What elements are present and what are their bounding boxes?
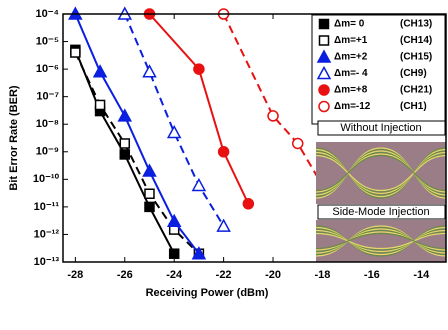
data-point [293, 138, 303, 148]
x-tick-label: -22 [216, 269, 232, 281]
data-point [120, 139, 129, 148]
legend-channel: (CH21) [400, 85, 432, 96]
series-line [125, 14, 224, 226]
y-tick-label: 10⁻⁹ [36, 146, 59, 158]
data-point [170, 249, 179, 258]
annotation: Side-Mode Injection [332, 206, 429, 218]
x-tick-label: -18 [314, 269, 330, 281]
data-point [168, 127, 180, 138]
y-axis-label: Bit Error Rate (BER) [8, 85, 20, 190]
series-line [149, 14, 248, 204]
legend-marker [320, 36, 329, 45]
legend-label: Δm=+2 [334, 52, 368, 63]
series-line [75, 14, 199, 254]
legend-marker [319, 85, 329, 95]
legend-label: Δm=+1 [334, 35, 368, 46]
data-point [143, 165, 155, 176]
data-point [193, 179, 205, 190]
y-tick-label: 10⁻⁵ [36, 35, 59, 47]
data-point [143, 66, 155, 77]
y-tick-label: 10⁻⁶ [36, 63, 59, 75]
data-point [145, 202, 154, 211]
data-point [120, 150, 129, 159]
legend-channel: (CH9) [400, 68, 427, 79]
y-tick-label: 10⁻⁴ [36, 8, 59, 20]
y-tick-label: 10⁻¹² [34, 228, 60, 240]
x-tick-label: -26 [117, 269, 133, 281]
data-point [119, 110, 131, 121]
data-point [168, 215, 180, 226]
legend-channel: (CH1) [400, 101, 427, 112]
y-tick-label: 10⁻¹³ [34, 256, 60, 268]
data-point [194, 64, 204, 74]
y-tick-label: 10⁻¹⁰ [33, 173, 60, 185]
y-tick-label: 10⁻⁸ [36, 118, 59, 130]
data-point [243, 199, 253, 209]
x-tick-label: -14 [413, 269, 430, 281]
y-tick-label: 10⁻¹¹ [34, 201, 60, 213]
legend-channel: (CH13) [400, 19, 432, 30]
data-point [219, 147, 229, 157]
y-tick-label: 10⁻⁷ [36, 91, 59, 103]
series-line [75, 53, 199, 254]
x-tick-label: -16 [364, 269, 380, 281]
data-point [268, 111, 278, 121]
x-tick-label: -20 [265, 269, 281, 281]
insets: Without Injection Side-Mode Injection [316, 121, 446, 262]
legend-label: Δm= 0 [334, 19, 365, 30]
data-point [145, 189, 154, 198]
annotation: Without Injection [340, 122, 421, 134]
legend-label: Δm=- 4 [334, 68, 368, 79]
chart: Receiving Power (dBm) Bit Error Rate (BE… [0, 0, 448, 330]
data-point [96, 100, 105, 109]
data-point [94, 66, 106, 77]
legend-marker [319, 102, 329, 112]
x-axis-label: Receiving Power (dBm) [146, 287, 269, 299]
x-tick-label: -28 [67, 269, 83, 281]
data-point [218, 220, 230, 231]
legend-marker [320, 20, 329, 29]
legend-label: Δm=-12 [334, 101, 371, 112]
legend-label: Δm=+8 [334, 85, 368, 96]
x-tick-label: -24 [166, 269, 183, 281]
data-point [71, 48, 80, 57]
legend: Δm= 0 (CH13) Δm=+1 (CH14) Δm=+2 (CH15) Δm=- 4 (… [312, 15, 445, 124]
legend-channel: (CH15) [400, 52, 432, 63]
legend-channel: (CH14) [400, 35, 432, 46]
